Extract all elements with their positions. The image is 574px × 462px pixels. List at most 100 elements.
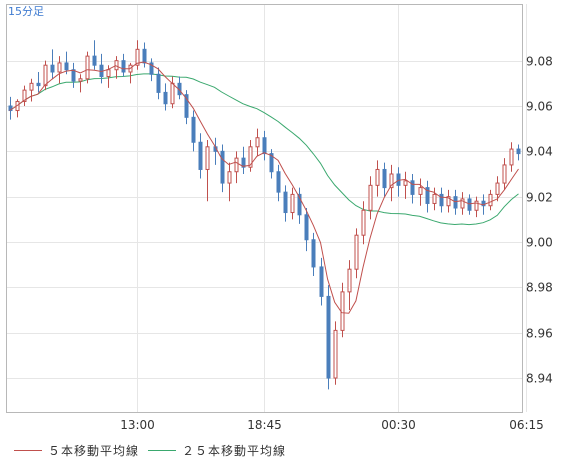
y-tick-label: 9.06 bbox=[526, 100, 553, 114]
legend-item-ma25: ２５本移動平均線 bbox=[148, 442, 286, 459]
candle bbox=[495, 176, 500, 202]
candle bbox=[64, 51, 69, 75]
candle bbox=[311, 232, 316, 276]
candle-body-up bbox=[375, 168, 380, 186]
candle bbox=[142, 42, 147, 68]
candle-body-up bbox=[114, 60, 119, 71]
candle bbox=[114, 56, 119, 79]
x-axis: 13:00 18:45 00:30 06:15 bbox=[120, 418, 544, 432]
candle bbox=[467, 194, 472, 215]
candle bbox=[191, 110, 196, 152]
candle bbox=[368, 176, 373, 220]
candle-body-down bbox=[92, 55, 97, 66]
candle-body-up bbox=[106, 69, 111, 78]
candle bbox=[276, 164, 281, 202]
candle bbox=[453, 189, 458, 215]
candle-body-up bbox=[248, 146, 253, 168]
candle bbox=[57, 56, 62, 84]
candle-body-up bbox=[389, 173, 394, 189]
candle-body-up bbox=[135, 48, 140, 66]
candle-body-up bbox=[495, 182, 500, 195]
candlestick-chart: 9.08 9.06 9.04 9.02 9.00 8.98 8.96 8.94 13:00 18… bbox=[6, 4, 553, 432]
candle-body-up bbox=[340, 291, 345, 331]
legend-label-ma5: ５本移動平均線 bbox=[48, 444, 140, 458]
candle bbox=[516, 144, 521, 161]
candle bbox=[8, 96, 13, 120]
plot-frame bbox=[6, 4, 523, 413]
ma25-swatch bbox=[148, 450, 176, 451]
candle bbox=[29, 78, 34, 102]
candle-body-down bbox=[425, 187, 430, 204]
candle bbox=[488, 189, 493, 211]
y-axis: 9.08 9.06 9.04 9.02 9.00 8.98 8.96 8.94 bbox=[526, 55, 553, 386]
candle-body-up bbox=[502, 164, 507, 184]
candle-body-down bbox=[453, 196, 458, 209]
candle bbox=[347, 260, 352, 310]
candle-body-down bbox=[36, 82, 41, 87]
y-tick-label: 9.00 bbox=[526, 236, 553, 250]
candle-body-up bbox=[255, 137, 260, 148]
y-tick-label: 9.02 bbox=[526, 191, 553, 205]
candle-body-down bbox=[149, 62, 154, 75]
gridlines bbox=[6, 4, 527, 412]
candle bbox=[15, 99, 20, 118]
candle bbox=[149, 58, 154, 82]
candle-body-down bbox=[269, 153, 274, 173]
ma25-line bbox=[9, 73, 519, 226]
legend: ５本移動平均線 ２５本移動平均線 bbox=[0, 432, 574, 462]
ma5-layer bbox=[9, 61, 519, 314]
candle-body-down bbox=[64, 62, 69, 71]
candle bbox=[177, 76, 182, 100]
candle bbox=[135, 40, 140, 70]
y-tick-label: 8.94 bbox=[526, 372, 553, 386]
candle bbox=[439, 187, 444, 213]
candle-body-down bbox=[198, 141, 203, 170]
candle bbox=[92, 40, 97, 70]
candle bbox=[234, 151, 239, 184]
ma25-layer bbox=[9, 73, 519, 226]
candle-body-down bbox=[439, 193, 444, 207]
candle-body-up bbox=[227, 171, 232, 184]
candle bbox=[502, 158, 507, 190]
candle bbox=[220, 144, 225, 193]
candle bbox=[50, 49, 55, 79]
candle bbox=[375, 160, 380, 197]
candle-body-up bbox=[43, 64, 48, 87]
candle bbox=[304, 208, 309, 252]
candle bbox=[410, 174, 415, 204]
candle-body-down bbox=[319, 266, 324, 297]
candle bbox=[248, 140, 253, 172]
candle bbox=[290, 187, 295, 220]
timeframe-label: 15分足 bbox=[8, 5, 44, 18]
candle bbox=[418, 178, 423, 206]
candle-body-down bbox=[297, 193, 302, 216]
candle bbox=[333, 321, 338, 385]
candle bbox=[241, 146, 246, 174]
candle-body-down bbox=[163, 91, 168, 105]
candle bbox=[78, 74, 83, 93]
candle bbox=[255, 128, 260, 156]
candle-body-down bbox=[311, 239, 316, 268]
legend-item-ma5: ５本移動平均線 bbox=[14, 442, 139, 459]
candle bbox=[184, 90, 189, 125]
candle bbox=[36, 72, 41, 93]
candle-body-up bbox=[22, 89, 27, 102]
candle bbox=[128, 62, 133, 84]
candle bbox=[198, 133, 203, 179]
candle-body-up bbox=[205, 146, 210, 170]
y-tick-label: 9.08 bbox=[526, 55, 553, 69]
candle bbox=[262, 130, 267, 161]
candle-body-down bbox=[410, 180, 415, 195]
candle-body-up bbox=[78, 78, 83, 82]
candle-body-up bbox=[290, 193, 295, 214]
candle bbox=[460, 192, 465, 215]
candle bbox=[326, 285, 331, 390]
candle bbox=[121, 53, 126, 77]
candle bbox=[361, 201, 366, 245]
candle-body-up bbox=[347, 268, 352, 293]
candle-body-up bbox=[509, 148, 514, 166]
candle bbox=[22, 85, 27, 106]
candle bbox=[354, 228, 359, 279]
candle-body-down bbox=[467, 198, 472, 211]
